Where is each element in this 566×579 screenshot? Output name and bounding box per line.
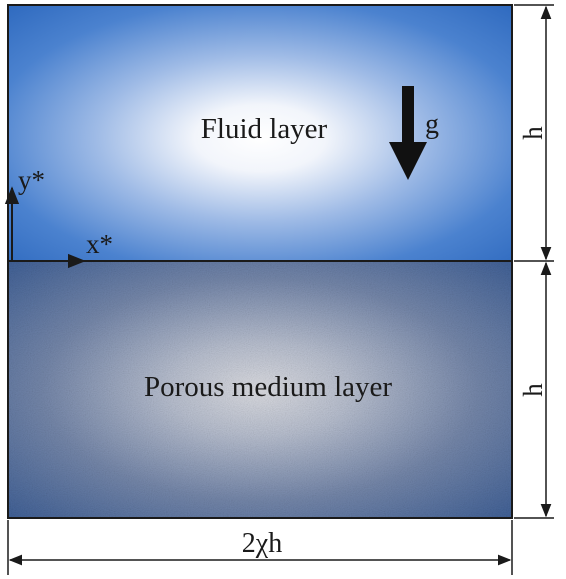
- porous-layer-label: Porous medium layer: [144, 371, 392, 403]
- fluid-layer-region: [8, 5, 512, 261]
- width-label: 2χh: [242, 528, 282, 559]
- gravity-arrow-icon: [389, 86, 427, 180]
- top-height-label: h: [518, 126, 548, 140]
- bottom-height-label: h: [518, 383, 548, 397]
- y-axis-label: y*: [18, 165, 45, 195]
- fluid-layer-label: Fluid layer: [201, 113, 328, 145]
- width-dimension-lines: [7, 520, 513, 575]
- gravity-label: g: [425, 109, 439, 140]
- x-axis-label: x*: [86, 229, 113, 259]
- porous-layer-region: [8, 261, 512, 518]
- height-dimension-lines: [514, 4, 554, 519]
